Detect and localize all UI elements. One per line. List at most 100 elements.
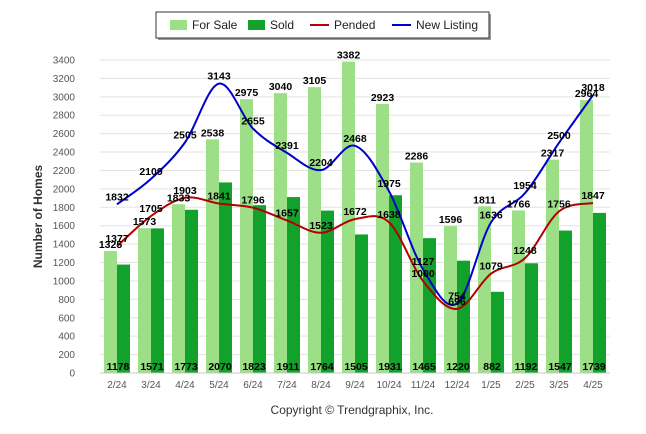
for-sale-bar [274, 93, 287, 373]
y-axis-title: Number of Homes [31, 165, 45, 269]
sold-value-label: 1739 [582, 361, 606, 373]
y-tick-label: 2000 [53, 184, 76, 195]
for-sale-value-label: 2964 [575, 88, 599, 100]
sold-value-label: 1192 [515, 361, 538, 373]
sold-bar [287, 197, 300, 373]
y-tick-label: 1000 [53, 276, 76, 287]
pended-value-label: 1079 [479, 261, 503, 273]
pended-value-label: 1248 [513, 245, 537, 257]
sold-value-label: 1931 [378, 361, 402, 373]
pended-value-label: 1903 [173, 185, 197, 197]
pended-value-label: 1638 [377, 209, 401, 221]
x-tick-label: 3/25 [549, 380, 569, 391]
sold-bar [389, 195, 402, 373]
y-tick-label: 3400 [53, 56, 76, 67]
sold-bar [185, 209, 198, 373]
pended-value-label: 1847 [581, 190, 605, 202]
new-listing-value-label: 2109 [139, 166, 163, 178]
copyright-footer: Copyright © Trendgraphix, Inc. [271, 403, 434, 417]
sold-value-label: 2070 [208, 361, 232, 373]
for-sale-value-label: 2317 [541, 148, 565, 160]
x-tick-label: 4/24 [175, 380, 195, 391]
y-tick-label: 2800 [53, 111, 76, 122]
legend: For Sale Sold Pended New Listing [155, 11, 491, 40]
pended-value-label: 1657 [275, 207, 299, 219]
for-sale-value-label: 2923 [371, 92, 395, 104]
for-sale-bar [308, 87, 321, 374]
for-sale-bar [342, 61, 355, 374]
for-sale-value-label: 3382 [337, 50, 361, 62]
for-sale-value-label: 1766 [507, 198, 531, 210]
for-sale-value-label: 3040 [269, 81, 293, 93]
legend-label-new-listing: New Listing [416, 18, 478, 32]
sold-bar [525, 263, 538, 373]
x-tick-label: 1/25 [481, 380, 501, 391]
for-sale-value-label: 2286 [405, 151, 429, 163]
x-tick-label: 5/24 [209, 380, 229, 391]
new-listing-value-label: 1636 [479, 209, 503, 221]
y-tick-label: 1800 [53, 203, 76, 214]
for-sale-bar [512, 210, 525, 373]
pended-value-label: 696 [448, 296, 466, 308]
for-sale-value-label: 1325 [99, 239, 123, 251]
new-listing-value-label: 1832 [105, 191, 129, 203]
new-listing-value-label: 2204 [309, 157, 333, 169]
x-tick-label: 8/24 [311, 380, 331, 391]
for-sale-bar [206, 139, 219, 373]
y-tick-label: 2200 [53, 166, 76, 177]
y-tick-label: 1400 [53, 240, 76, 251]
new-listing-value-label: 2468 [343, 133, 367, 145]
y-tick-label: 2600 [53, 129, 76, 140]
for-sale-bar [240, 99, 253, 373]
pended-value-label: 1841 [207, 191, 231, 203]
for-sale-bar [444, 226, 457, 373]
sold-value-label: 882 [483, 361, 501, 373]
y-tick-label: 1600 [53, 221, 76, 232]
x-tick-label: 6/24 [243, 380, 263, 391]
new-listing-value-label: 1954 [513, 180, 537, 192]
x-tick-label: 4/25 [583, 380, 603, 391]
new-listing-value-label: 2500 [547, 130, 571, 142]
x-tick-label: 3/24 [141, 380, 161, 391]
for-sale-bar [172, 204, 185, 373]
sold-bar [117, 264, 130, 373]
for-sale-value-label: 2538 [201, 127, 225, 139]
sold-bar [559, 230, 572, 373]
lines [116, 82, 594, 310]
new-listing-value-label: 2391 [275, 140, 299, 152]
y-tick-label: 1200 [53, 258, 76, 269]
new-listing-value-label: 2505 [173, 129, 197, 141]
sold-value-label: 1465 [412, 361, 436, 373]
for-sale-bar [478, 206, 491, 373]
for-sale-bar [546, 159, 559, 373]
sold-bar [151, 228, 164, 373]
for-sale-value-label: 3105 [303, 75, 327, 87]
pended-value-label: 1756 [547, 198, 571, 210]
legend-swatch-for-sale [170, 20, 187, 30]
legend-label-sold: Sold [270, 18, 294, 32]
x-tick-label: 7/24 [277, 380, 297, 391]
sold-bar [423, 238, 436, 373]
x-tick-label: 2/24 [107, 380, 127, 391]
x-tick-label: 9/24 [345, 380, 365, 391]
sold-value-label: 1220 [446, 361, 470, 373]
pended-line [116, 196, 594, 310]
data-labels: 1325 1573 1833 2538 2975 3040 3105 3382 2923 2286… [99, 50, 606, 373]
for-sale-bar [138, 228, 151, 373]
legend-swatch-sold [248, 20, 265, 30]
sold-bar [491, 291, 504, 373]
sold-bar [457, 260, 470, 373]
for-sale-value-label: 1573 [133, 216, 157, 228]
pended-value-label: 1672 [343, 206, 367, 218]
y-tick-label: 3200 [53, 74, 76, 85]
new-listing-line [116, 82, 594, 307]
new-listing-value-label: 3143 [207, 71, 231, 83]
sold-bar [321, 210, 334, 373]
x-tick-label: 11/24 [411, 380, 436, 391]
y-tick-label: 200 [58, 350, 75, 361]
for-sale-bar [410, 162, 423, 373]
bars [104, 61, 606, 374]
x-tick-label: 2/25 [515, 380, 535, 391]
sold-bar [355, 234, 368, 373]
